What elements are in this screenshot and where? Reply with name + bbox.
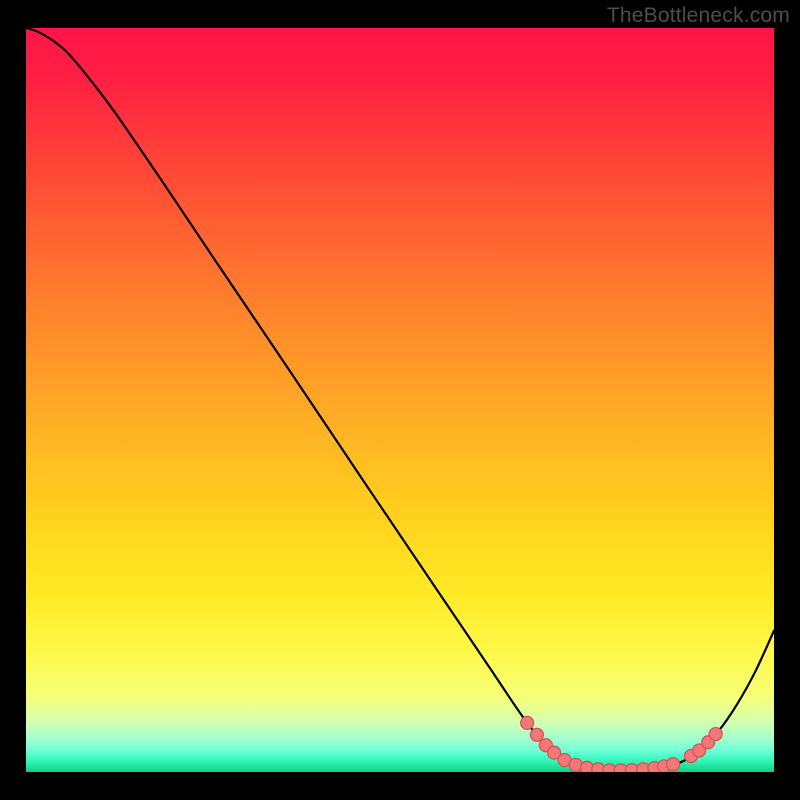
chart-container: TheBottleneck.com — [0, 0, 800, 800]
plot-area — [26, 28, 774, 772]
watermark-text: TheBottleneck.com — [607, 4, 790, 28]
plot-background-gradient — [26, 28, 774, 772]
